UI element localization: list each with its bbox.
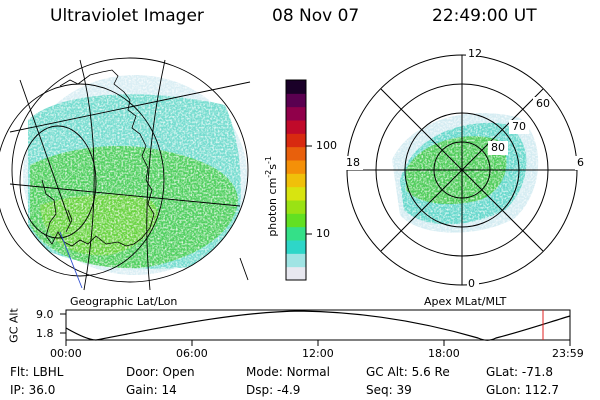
info-glat-value: -71.8 <box>521 365 553 379</box>
colorbar-axis-label: photon cm-2s-1 <box>254 140 279 260</box>
info-gain-label: Gain: <box>126 383 158 397</box>
info-glon-value: 112.7 <box>524 383 559 397</box>
colorbar-swatch <box>286 240 306 254</box>
colorbar-swatch <box>286 93 306 108</box>
mlat-label-60: 60 <box>536 97 550 110</box>
info-glat-label: GLat: <box>486 365 519 379</box>
colorbar-swatch <box>286 106 306 121</box>
colorbar-swatch <box>286 266 306 281</box>
info-mode-value: Normal <box>286 365 330 379</box>
info-door-label: Door: <box>126 365 159 379</box>
info-gc-alt-value: 5.6 Re <box>411 365 450 379</box>
geographic-image-panel <box>0 57 251 291</box>
info-mode: Mode: Normal <box>246 366 330 378</box>
time-label: 22:49:00 UT <box>432 6 537 26</box>
colorbar-tick-10: 10 <box>316 227 330 240</box>
instrument-title: Ultraviolet Imager <box>50 6 204 26</box>
colorbar-frame <box>285 79 307 281</box>
colorbar-swatch <box>286 80 306 94</box>
colorbar <box>285 79 307 281</box>
unit-s: s <box>265 163 279 170</box>
xtick-1200: 12:00 <box>302 347 334 360</box>
unit-exp-s: -1 <box>264 156 274 164</box>
colorbar-swatch <box>286 173 306 188</box>
info-seq-value: 39 <box>396 383 412 397</box>
info-door: Door: Open <box>126 366 195 378</box>
xtick-1800: 18:00 <box>428 347 460 360</box>
info-glon-label: GLon: <box>486 383 521 397</box>
info-gain-value: 14 <box>161 383 177 397</box>
colorbar-swatch <box>286 226 306 241</box>
info-dsp-label: Dsp: <box>246 383 274 397</box>
colorbar-swatch <box>286 160 306 174</box>
colorbar-tick-100: 100 <box>316 139 337 152</box>
mlat-label-80: 80 <box>491 141 505 154</box>
info-seq: Seq: 39 <box>366 384 412 396</box>
info-glon: GLon: 112.7 <box>486 384 559 396</box>
info-gain: Gain: 14 <box>126 384 177 396</box>
info-filter: Flt: LBHL <box>10 366 63 378</box>
info-gc-alt-label: GC Alt: <box>366 365 408 379</box>
info-glat: GLat: -71.8 <box>486 366 553 378</box>
gc-alt-plot <box>60 309 571 346</box>
colorbar-swatch <box>286 200 306 214</box>
unit-photon-cm: photon cm <box>265 177 279 237</box>
info-seq-label: Seq: <box>366 383 393 397</box>
info-door-value: Open <box>162 365 195 379</box>
info-dsp-value: -4.9 <box>276 383 301 397</box>
mlt-label-6: 6 <box>577 156 584 169</box>
gc-alt-ymin: 1.8 <box>36 327 54 340</box>
colorbar-swatch <box>286 120 306 134</box>
xtick-0000: 00:00 <box>50 347 82 360</box>
apex-caption: Apex MLat/MLT <box>424 295 507 308</box>
mlt-label-18: 18 <box>346 156 360 169</box>
unit-exp-cm: -2 <box>264 169 274 178</box>
gc-alt-curve <box>65 310 571 341</box>
info-ip: IP: 36.0 <box>10 384 55 396</box>
info-filter-value: LBHL <box>32 365 64 379</box>
date-label: 08 Nov 07 <box>272 6 360 26</box>
polar-image-panel <box>345 47 587 290</box>
info-ip-value: 36.0 <box>28 383 56 397</box>
geographic-caption: Geographic Lat/Lon <box>70 295 178 308</box>
colorbar-swatch <box>286 253 306 268</box>
info-dsp: Dsp: -4.9 <box>246 384 300 396</box>
gc-alt-ymax: 9.0 <box>36 308 54 321</box>
xtick-2359: 23:59 <box>552 347 584 360</box>
gc-alt-ylabel: GC Alt <box>7 308 21 343</box>
mlt-label-0: 0 <box>468 277 475 290</box>
colorbar-swatch <box>286 146 306 161</box>
colorbar-swatch <box>286 133 306 148</box>
xtick-0600: 06:00 <box>176 347 208 360</box>
mlt-label-12: 12 <box>468 47 482 60</box>
colorbar-swatch <box>286 213 306 228</box>
info-ip-label: IP: <box>10 383 25 397</box>
info-mode-label: Mode: <box>246 365 283 379</box>
mlat-label-70: 70 <box>512 120 526 133</box>
info-filter-label: Flt: <box>10 365 29 379</box>
colorbar-swatch <box>286 186 306 201</box>
info-gc-alt: GC Alt: 5.6 Re <box>366 366 450 378</box>
